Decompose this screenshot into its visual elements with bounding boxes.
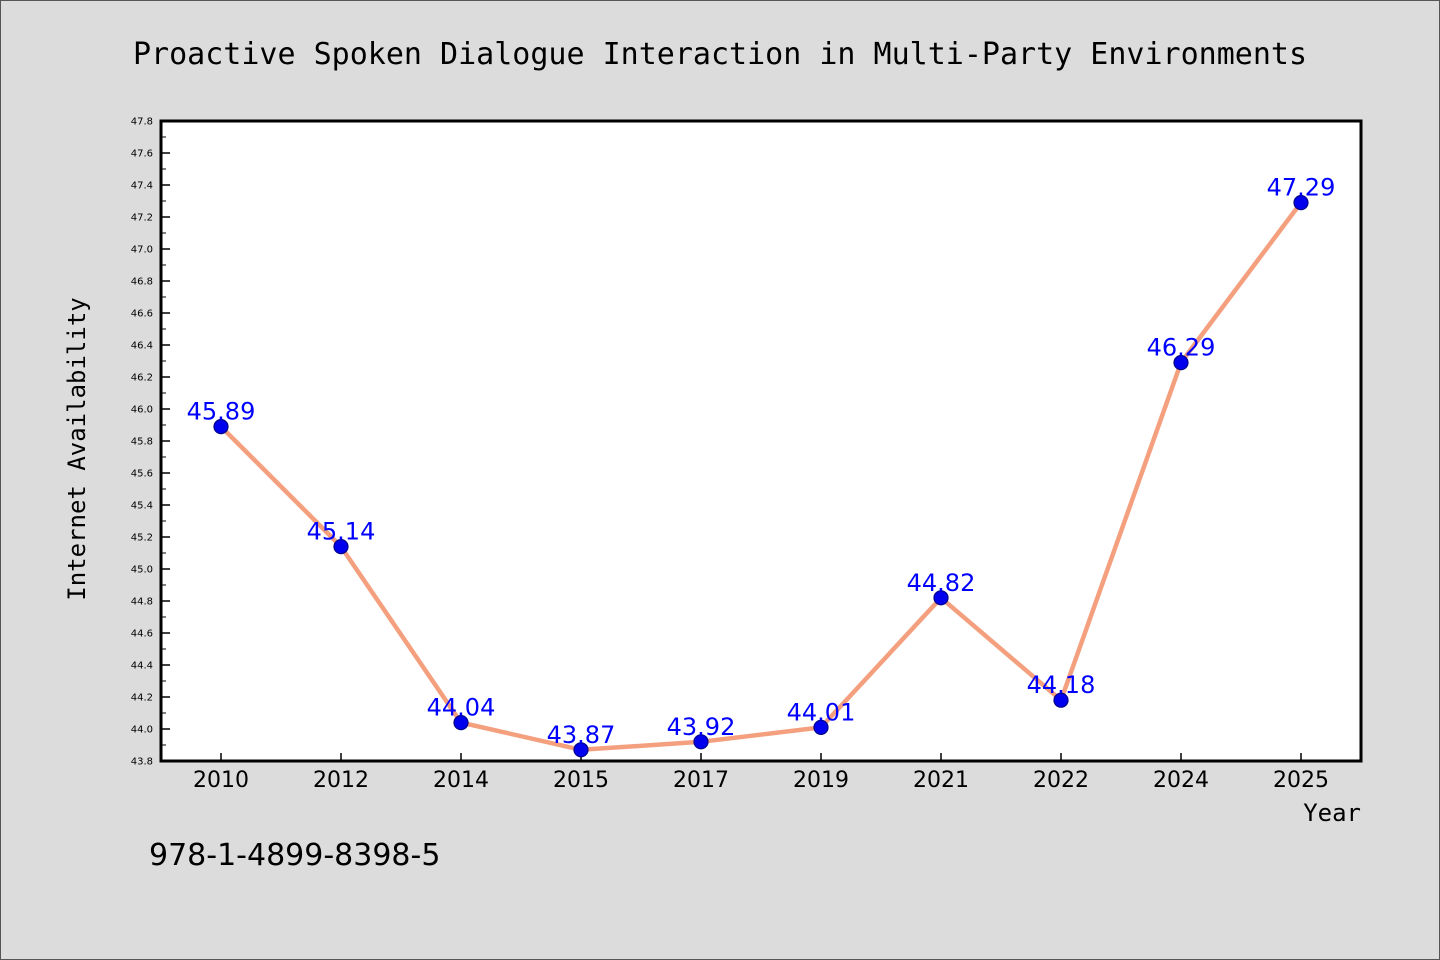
y-axis: 43.8 44.0 44.2 44.4 44.6 44.8 45.0 45.2 45.4 45.6…	[131, 117, 170, 768]
data-point	[813, 719, 829, 736]
series-line	[219, 201, 1303, 753]
x-tick-label: 2010	[193, 768, 249, 793]
plot-area	[159, 119, 1363, 763]
data-label: 45.89	[187, 398, 256, 426]
data-label: 44.82	[907, 569, 976, 597]
y-tick-label: 46.0	[131, 405, 153, 416]
data-labels: 45.89 45.14 44.04 43.87 43.92 44.01 44.82 44.18…	[187, 174, 1336, 749]
y-tick-label: 44.0	[131, 725, 153, 736]
x-tick-label: 2022	[1033, 768, 1089, 793]
x-tick-label: 2021	[913, 768, 969, 793]
y-axis-label: Internet Availability	[63, 297, 91, 600]
data-label: 44.04	[427, 694, 496, 722]
data-label: 47.29	[1267, 174, 1336, 202]
y-tick-label: 47.4	[131, 181, 153, 192]
y-tick-label: 46.4	[131, 341, 153, 352]
data-point	[693, 734, 709, 750]
data-label: 43.92	[667, 713, 736, 741]
data-label: 43.87	[547, 721, 616, 749]
x-axis: 2010 2012 2014 2015 2017 2019 2021 2022 2024 2025	[193, 753, 1329, 793]
data-point	[573, 742, 589, 758]
y-tick-label: 47.8	[131, 117, 153, 128]
data-label: 44.01	[787, 698, 856, 726]
y-tick-label: 44.6	[131, 629, 153, 640]
y-tick-label: 44.2	[131, 693, 153, 704]
data-point	[453, 714, 469, 731]
x-tick-label: 2012	[313, 768, 369, 793]
y-tick-label: 47.0	[131, 245, 153, 256]
data-point	[1173, 355, 1189, 371]
x-tick-label: 2024	[1153, 768, 1209, 793]
y-tick-label: 45.0	[131, 565, 153, 576]
data-point	[213, 419, 229, 435]
y-tick-label: 45.2	[131, 533, 153, 544]
x-tick-label: 2014	[433, 768, 489, 793]
data-label: 45.14	[307, 518, 376, 546]
y-tick-label: 45.8	[131, 437, 153, 448]
isbn-footer: 978-1-4899-8398-5	[149, 838, 440, 873]
y-tick-label: 47.6	[131, 149, 153, 160]
data-point	[1293, 195, 1309, 211]
y-tick-label: 44.8	[131, 597, 153, 608]
y-tick-label: 44.4	[131, 661, 153, 672]
data-point	[1053, 692, 1069, 708]
y-tick-label: 47.2	[131, 213, 153, 224]
x-tick-label: 2015	[553, 768, 609, 793]
chart-title: Proactive Spoken Dialogue Interaction in…	[133, 37, 1307, 72]
y-tick-label: 46.6	[131, 309, 153, 320]
y-tick-label: 45.6	[131, 469, 153, 480]
y-tick-label: 43.8	[131, 757, 153, 768]
x-tick-label: 2019	[793, 768, 849, 793]
data-label: 44.18	[1027, 671, 1096, 699]
x-axis-label: Year	[1303, 799, 1361, 827]
data-label: 46.29	[1147, 334, 1216, 362]
series-markers	[213, 195, 1309, 758]
data-point	[333, 538, 349, 555]
x-tick-label: 2025	[1273, 768, 1329, 793]
y-tick-label: 46.2	[131, 373, 153, 384]
y-tick-label: 46.8	[131, 277, 153, 288]
y-tick-label: 45.4	[131, 501, 153, 512]
data-point	[933, 590, 949, 606]
x-tick-label: 2017	[673, 768, 729, 793]
